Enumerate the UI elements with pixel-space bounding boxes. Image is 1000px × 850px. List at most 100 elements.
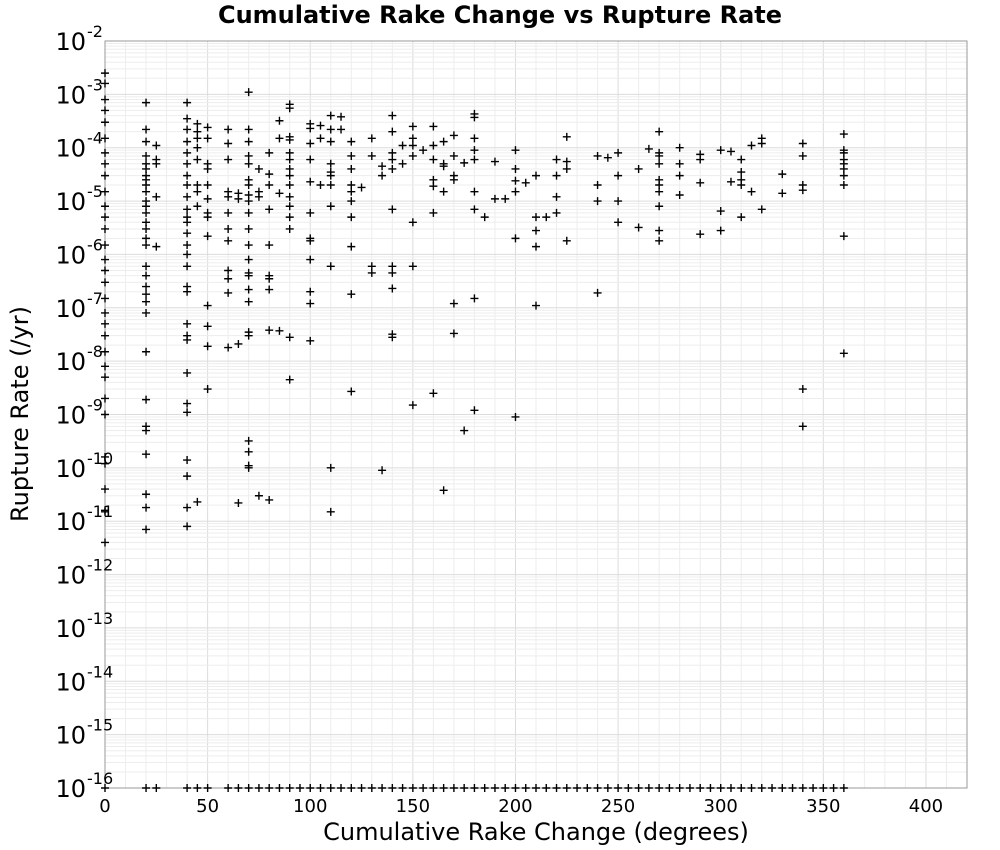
data-point [275,326,284,335]
data-point [449,299,458,308]
data-point [644,784,653,792]
data-point [532,226,540,235]
data-point [747,141,756,150]
data-point [347,151,356,160]
data-point [367,151,376,160]
data-point [347,290,356,299]
data-point [193,181,202,190]
data-point [306,155,315,164]
data-point [378,466,387,475]
data-point [142,450,151,459]
data-point [183,287,192,296]
data-point [398,784,407,792]
data-point [275,784,284,792]
y-tick-exponent: -6 [87,235,103,254]
data-point [655,127,664,136]
data-point [101,373,109,382]
data-point [460,426,469,435]
data-point [316,784,325,792]
data-point [306,299,315,308]
data-point [183,399,192,408]
chart-title: Cumulative Rake Change vs Rupture Rate [217,1,783,29]
data-point [480,784,489,792]
data-point [142,784,151,792]
data-point [142,234,151,243]
data-point [378,162,387,171]
data-point [142,181,151,190]
data-point [224,274,233,283]
y-tick-label: 10 [55,562,86,590]
data-point [470,205,479,214]
data-point [142,262,151,271]
data-point [285,171,294,180]
y-tick-label: 10 [55,81,86,109]
data-point [326,181,335,190]
data-point [408,151,417,160]
data-point [183,335,192,344]
data-point [142,151,151,160]
data-point [306,208,315,217]
data-point [726,147,735,156]
data-point [480,213,489,222]
data-point [326,784,335,792]
data-point [285,333,294,342]
data-point [542,213,551,222]
data-point [665,784,674,792]
data-point [224,125,233,134]
data-point [142,241,151,250]
data-point [614,197,623,206]
data-point [265,241,274,250]
data-point [634,223,643,232]
data-point [183,205,192,214]
data-point [521,178,530,187]
y-tick-exponent: -16 [87,769,113,788]
y-axis-label: Rupture Rate (/yr) [6,306,34,522]
x-tick-label: 350 [806,796,840,817]
data-point [419,784,428,792]
data-point [203,194,212,203]
x-tick-label: 300 [704,796,738,817]
data-point [501,194,510,203]
data-point [398,141,407,150]
data-point [552,155,561,164]
y-tick-label: 10 [55,722,86,750]
data-point [244,88,253,97]
data-point [244,784,253,792]
data-point [101,148,109,157]
data-point [337,125,346,134]
data-point [203,784,212,792]
y-tick-exponent: -11 [87,502,113,521]
data-point [839,232,848,241]
data-point [347,164,356,173]
data-point [101,459,109,468]
x-tick-label: 100 [293,796,327,817]
x-tick-label: 200 [498,796,532,817]
data-point [275,189,284,198]
data-point [388,333,397,342]
x-axis-label: Cumulative Rake Change (degrees) [323,818,749,846]
data-point [408,122,417,131]
data-point [398,159,407,168]
data-point [655,187,664,196]
data-point [614,784,623,792]
data-point [285,181,294,190]
data-point [388,284,397,293]
data-point [614,171,623,180]
y-tick-label: 10 [55,241,86,269]
data-point [203,385,212,394]
data-point [183,408,192,417]
data-point [101,187,109,196]
data-point [726,177,735,186]
data-point [347,242,356,251]
data-point [101,79,109,88]
data-point [839,171,848,180]
data-point [326,463,335,472]
data-point [224,343,233,352]
data-point [183,192,192,201]
data-point [562,157,571,166]
data-point [142,503,151,512]
data-point [757,205,766,214]
data-point [203,164,212,173]
data-point [788,784,797,792]
